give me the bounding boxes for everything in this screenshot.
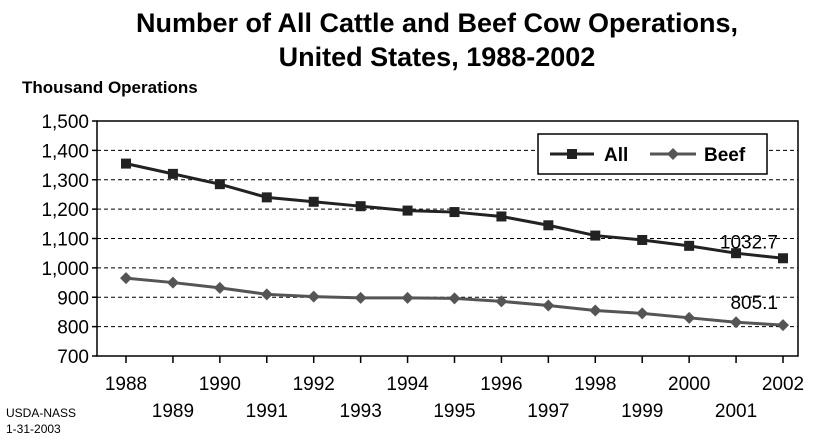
x-tick-label: 2000 — [668, 374, 710, 395]
data-point-beef — [495, 295, 508, 308]
x-tick-label: 1993 — [340, 401, 382, 422]
chart-title: Number of All Cattle and Beef Cow Operat… — [135, 8, 739, 38]
x-tick-label: 2002 — [762, 374, 804, 395]
chart-subtitle: United States, 1988-2002 — [278, 42, 596, 72]
x-tick-label: 1999 — [621, 401, 663, 422]
data-point-beef — [542, 299, 555, 312]
data-point-beef — [354, 291, 367, 304]
y-tick-label: 1,200 — [41, 200, 89, 221]
data-point-all — [355, 201, 366, 212]
data-point-all — [121, 158, 131, 169]
x-tick-label: 1991 — [246, 401, 288, 422]
gridlines — [97, 149, 798, 328]
data-label: 805.1 — [730, 293, 778, 314]
y-tick-label: 1,300 — [41, 171, 89, 192]
data-label: 1032.7 — [720, 232, 778, 253]
data-point-beef — [213, 281, 226, 294]
data-point-all — [778, 253, 788, 264]
data-point-all — [590, 230, 601, 241]
axes — [92, 120, 799, 363]
data-point-beef — [683, 311, 696, 324]
legend-label-beef: Beef — [704, 145, 746, 166]
source-agency: USDA-NASS — [6, 406, 77, 420]
data-point-all — [543, 220, 554, 231]
data-point-all — [261, 192, 272, 203]
data-point-all — [449, 207, 460, 218]
x-tick-label: 1998 — [574, 374, 616, 395]
data-point-all — [214, 179, 225, 190]
data-point-all — [731, 248, 742, 259]
data-point-beef — [260, 288, 273, 301]
data-point-all — [402, 205, 413, 216]
data-point-beef — [730, 316, 743, 329]
data-point-all — [496, 211, 507, 222]
x-tick-label: 1997 — [527, 401, 569, 422]
y-axis-label: Thousand Operations — [22, 78, 198, 97]
data-point-beef — [166, 276, 179, 289]
source-date: 1-31-2003 — [6, 422, 61, 436]
y-tick-label: 1,000 — [41, 259, 89, 280]
x-tick-label: 1989 — [152, 401, 194, 422]
data-point-all — [167, 168, 178, 179]
legend-label-all: All — [604, 145, 628, 166]
x-tick-label: 1992 — [293, 374, 335, 395]
legend: All Beef — [537, 133, 768, 175]
data-point-all — [308, 196, 319, 207]
y-tick-label: 700 — [57, 347, 89, 368]
y-tick-label: 900 — [57, 288, 89, 309]
tick-labels: 700 800 900 1,000 1,100 1,200 1,300 1,400 1,500 1… — [41, 112, 804, 422]
x-tick-label: 1988 — [105, 374, 147, 395]
data-point-all — [684, 240, 695, 251]
x-tick-label: 2001 — [715, 401, 757, 422]
x-tick-label: 1990 — [199, 374, 241, 395]
data-point-all — [637, 234, 648, 245]
x-tick-label: 1996 — [480, 374, 522, 395]
data-point-beef — [448, 292, 461, 305]
y-tick-label: 1,500 — [41, 112, 89, 133]
legend-marker-all — [567, 149, 577, 159]
y-tick-label: 1,100 — [41, 230, 89, 251]
x-tick-label: 1994 — [386, 374, 429, 395]
data-point-beef — [401, 291, 414, 304]
series-layer — [120, 158, 789, 332]
data-point-beef — [636, 307, 649, 320]
x-tick-label: 1995 — [433, 401, 475, 422]
data-point-beef — [307, 290, 320, 303]
data-point-beef — [589, 304, 602, 317]
data-point-beef — [777, 319, 789, 332]
data-point-beef — [120, 272, 132, 285]
y-tick-label: 800 — [57, 318, 89, 339]
y-tick-label: 1,400 — [41, 141, 89, 162]
legend-marker-beef — [667, 148, 679, 160]
